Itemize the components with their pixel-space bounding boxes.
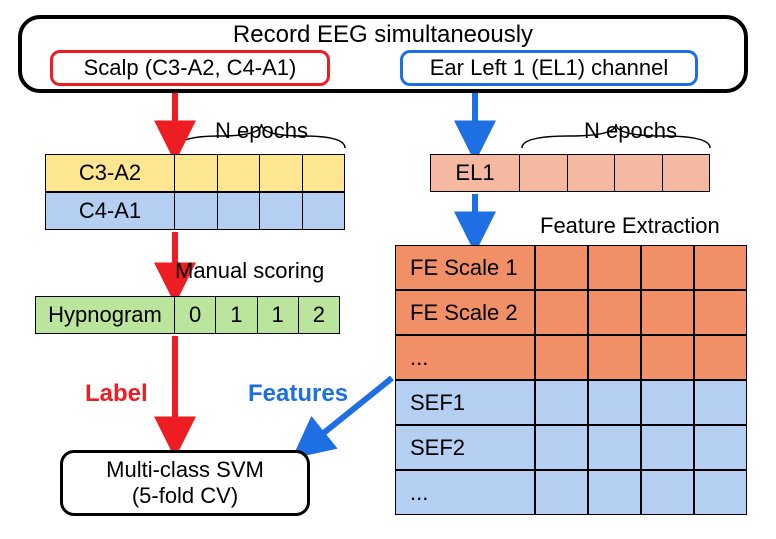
hypnogram-cell: 0 bbox=[175, 296, 216, 334]
ear-label: Ear Left 1 (EL1) channel bbox=[430, 55, 668, 81]
c3-row-cell bbox=[218, 154, 261, 192]
c4-row-cell bbox=[303, 192, 346, 230]
fe-table-cell bbox=[641, 470, 694, 515]
fe-table-cell bbox=[694, 335, 747, 380]
fe-table-cell bbox=[588, 380, 641, 425]
el1-row: EL1 bbox=[430, 154, 710, 192]
fe-table-cell bbox=[694, 380, 747, 425]
fe-table-cell bbox=[694, 245, 747, 290]
fe-table-cell bbox=[535, 425, 588, 470]
el1-row-cell bbox=[663, 154, 711, 192]
fe-table-cell bbox=[641, 335, 694, 380]
fe-table-cell bbox=[641, 290, 694, 335]
fe-table-cell bbox=[588, 470, 641, 515]
fe-table-label-cell: SEF1 bbox=[395, 380, 535, 425]
fe-table-label-cell: FE Scale 1 bbox=[395, 245, 535, 290]
c4-row: C4-A1 bbox=[45, 192, 345, 230]
fe-table-label-cell: ... bbox=[395, 470, 535, 515]
el1-row-cell bbox=[615, 154, 663, 192]
el1-row-cell bbox=[568, 154, 616, 192]
hypnogram-cell: 1 bbox=[258, 296, 299, 334]
fe-table-cell bbox=[535, 380, 588, 425]
fe-table-label-cell: ... bbox=[395, 335, 535, 380]
fe-table-cell bbox=[535, 335, 588, 380]
svm-label: Multi-class SVM (5-fold CV) bbox=[106, 457, 264, 509]
c3-row-label-cell: C3-A2 bbox=[45, 154, 175, 192]
c4-row-cell bbox=[175, 192, 218, 230]
label-text: Label bbox=[85, 380, 148, 408]
hypnogram-row: Hypnogram0112 bbox=[35, 296, 340, 334]
manual-scoring-label: Manual scoring bbox=[175, 258, 324, 284]
fe-table-cell bbox=[694, 470, 747, 515]
features-text: Features bbox=[248, 380, 348, 408]
fe-table-cell bbox=[588, 425, 641, 470]
hypnogram-cell: 2 bbox=[299, 296, 340, 334]
fe-table-cell bbox=[588, 335, 641, 380]
feature-extraction-label: Feature Extraction bbox=[540, 213, 720, 239]
fe-table-cell bbox=[535, 245, 588, 290]
c3-row-cell bbox=[303, 154, 346, 192]
scalp-box: Scalp (C3-A2, C4-A1) bbox=[50, 50, 330, 86]
fe-table-cell bbox=[535, 290, 588, 335]
fe-table-cell bbox=[588, 290, 641, 335]
fe-table-cell bbox=[641, 425, 694, 470]
fe-table-cell bbox=[588, 245, 641, 290]
c4-row-cell bbox=[218, 192, 261, 230]
c3-row-cell bbox=[175, 154, 218, 192]
fe-table-cell bbox=[694, 290, 747, 335]
ear-box: Ear Left 1 (EL1) channel bbox=[400, 50, 698, 86]
fe-table-cell bbox=[641, 245, 694, 290]
hypnogram-cell: 1 bbox=[216, 296, 257, 334]
hypnogram-label-cell: Hypnogram bbox=[35, 296, 175, 334]
el1-row-cell bbox=[520, 154, 568, 192]
c4-row-label-cell: C4-A1 bbox=[45, 192, 175, 230]
n-epochs-right: N epochs bbox=[584, 118, 677, 144]
scalp-label: Scalp (C3-A2, C4-A1) bbox=[84, 55, 297, 81]
svm-box: Multi-class SVM (5-fold CV) bbox=[60, 450, 310, 516]
fe-table-cell bbox=[694, 425, 747, 470]
fe-table-cell bbox=[535, 470, 588, 515]
fe-table-label-cell: FE Scale 2 bbox=[395, 290, 535, 335]
n-epochs-left: N epochs bbox=[215, 118, 308, 144]
c3-row-cell bbox=[260, 154, 303, 192]
fe-table-label-cell: SEF2 bbox=[395, 425, 535, 470]
fe-table-cell bbox=[641, 380, 694, 425]
c3-row: C3-A2 bbox=[45, 154, 345, 192]
el1-row-label-cell: EL1 bbox=[430, 154, 520, 192]
c4-row-cell bbox=[260, 192, 303, 230]
header-label: Record EEG simultaneously bbox=[233, 21, 533, 49]
